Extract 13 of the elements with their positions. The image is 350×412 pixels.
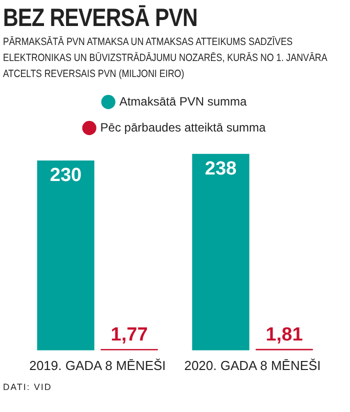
chart-subtitle: PĀRMAKSĀTĀ PVN ATMAKSA UN ATMAKSAS ATTEIKUMS SADZĪVES ELEKTRONIKAS UN BŪVIZSTRĀDĀJUMU NOZARĒS, KURĀS NO 1. JANVĀRA ATCELTS REVERSAIS PVN (MILJONI EIRO) (3, 35, 328, 82)
legend-label: Atmaksātā PVN summa (119, 94, 248, 108)
bar (37, 160, 94, 350)
data-label: 1,77 (110, 324, 148, 346)
bar (192, 154, 250, 350)
x-tick-label: 2019. GADA 8 MĒNEŠI (29, 358, 166, 373)
data-label: 1,81 (266, 324, 304, 346)
data-label: 238 (204, 158, 237, 180)
legend-label: Pēc pārbaudes atteiktā summa (100, 120, 266, 134)
x-tick-label: 2020. GADA 8 MĒNEŠI (184, 358, 321, 373)
chart-title: BEZ REVERSĀ PVN (3, 4, 198, 33)
data-label: 230 (50, 165, 82, 186)
text: DATI: VID (3, 382, 53, 392)
